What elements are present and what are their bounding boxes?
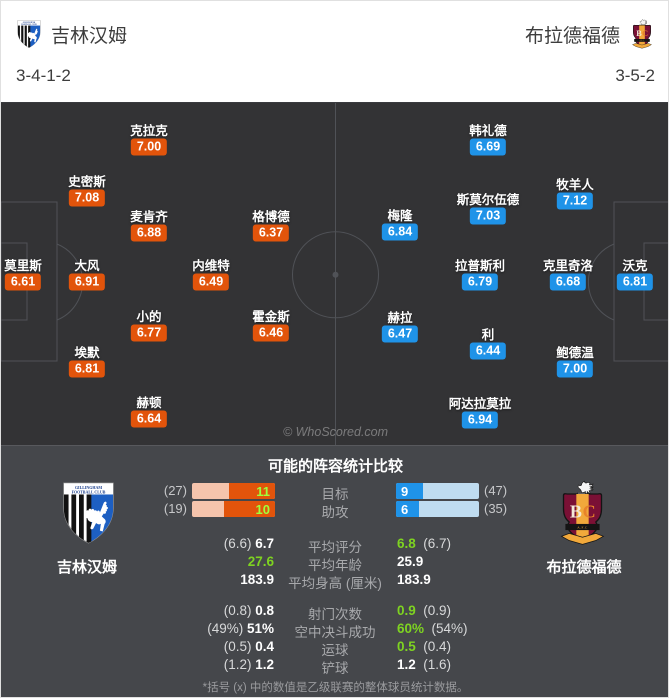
svg-text:C: C	[642, 29, 648, 38]
svg-text:A.F.C: A.F.C	[577, 526, 588, 530]
svg-text:B: B	[636, 29, 642, 38]
